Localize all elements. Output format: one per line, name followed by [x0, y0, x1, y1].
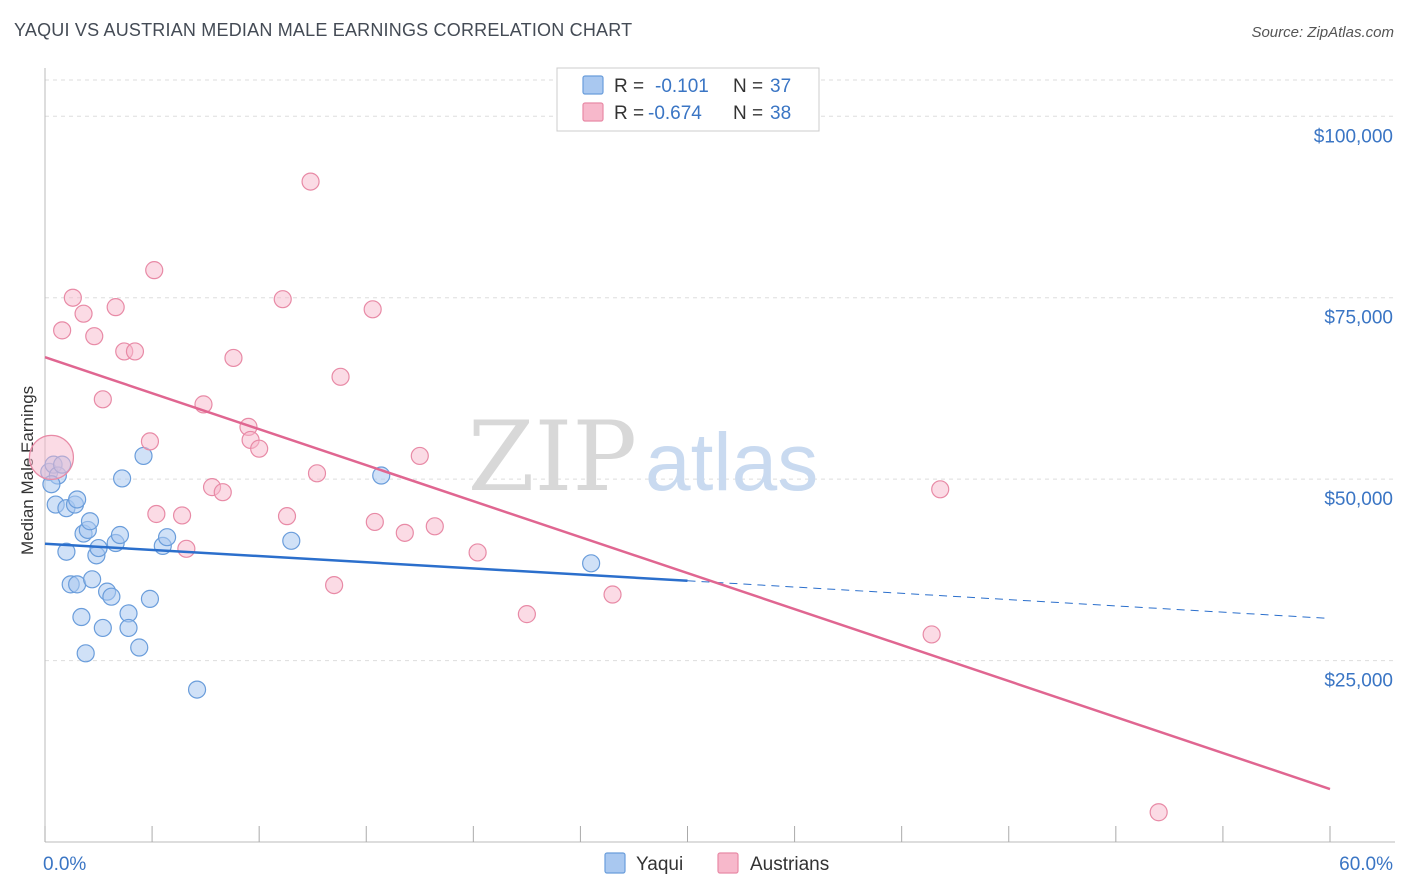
yaqui-point — [187, 680, 207, 699]
austrians-point — [273, 290, 292, 309]
austrians-point — [922, 625, 941, 644]
legend-swatch-austrians — [717, 852, 739, 874]
yaqui-point — [110, 525, 130, 545]
trend-lines — [44, 356, 1331, 791]
austrians-point — [106, 298, 125, 317]
austrians-point — [425, 517, 444, 536]
watermark-zip: ZIP — [468, 401, 637, 513]
austrians-point — [395, 523, 414, 542]
austrians-point — [363, 300, 382, 319]
legend-swatch-yaqui — [604, 852, 626, 874]
yaqui-point — [83, 570, 102, 589]
y-tick-label: $100,000 — [1314, 126, 1393, 147]
stats-r-label-yaqui: R = — [614, 76, 644, 97]
yaqui-point — [282, 531, 301, 550]
series-legend: Yaqui Austrians — [604, 852, 829, 875]
austrians-point — [93, 390, 112, 409]
stats-legend: R = -0.101 N = 37 R = -0.674 N = 38 — [556, 67, 820, 132]
austrians-point — [325, 575, 344, 595]
yaqui-point — [57, 542, 76, 561]
austrians-point — [1149, 803, 1168, 822]
austrians-point — [172, 506, 192, 525]
austrians-point — [177, 539, 196, 558]
stats-r-value-austrians: -0.674 — [648, 103, 702, 124]
yaqui-trend-extension — [687, 580, 1331, 619]
yaqui-point — [582, 554, 601, 573]
austrians-point — [125, 342, 145, 361]
yaqui-point — [102, 587, 121, 606]
yaqui-point — [112, 469, 132, 488]
austrians-point — [517, 605, 536, 624]
austrians-point — [63, 288, 82, 307]
stats-swatch-austrians — [582, 102, 604, 122]
legend-label-yaqui: Yaqui — [636, 854, 683, 875]
stats-n-value-austrians: 38 — [770, 103, 791, 124]
legend-label-austrians: Austrians — [750, 854, 829, 875]
austrians-point — [250, 439, 269, 458]
austrians-point — [365, 512, 384, 532]
y-tick-label: $75,000 — [1324, 308, 1393, 329]
austrians-point — [53, 321, 72, 340]
austrians-point — [468, 543, 487, 562]
austrians-point — [931, 480, 950, 499]
yaqui-point — [72, 607, 91, 627]
yaqui-point — [93, 618, 112, 638]
chart-title: YAQUI VS AUSTRIAN MEDIAN MALE EARNINGS C… — [14, 20, 633, 40]
austrians-point — [28, 434, 75, 480]
y-tick-label: $25,000 — [1324, 671, 1393, 692]
stats-r-value-yaqui: -0.101 — [655, 76, 709, 97]
austrians-trend-line — [44, 356, 1331, 791]
x-tick-label: 60.0% — [1339, 854, 1393, 875]
austrians-point — [307, 464, 327, 483]
austrians-point — [85, 327, 104, 346]
yaqui-point — [76, 644, 95, 663]
yaqui-point — [80, 512, 100, 531]
watermark: ZIP atlas — [468, 401, 818, 513]
yaqui-trend-line — [44, 542, 688, 582]
y-tick-labels: $25,000 $50,000 $75,000 $100,000 — [1314, 126, 1393, 691]
austrians-point — [301, 172, 320, 191]
stats-r-label-austrians: R = — [614, 103, 644, 124]
yaqui-point — [130, 638, 149, 657]
austrians-point — [224, 348, 243, 368]
stats-n-label-austrians: N = — [733, 103, 763, 124]
yaqui-point — [140, 589, 160, 608]
stats-n-label-yaqui: N = — [733, 76, 763, 97]
watermark-atlas: atlas — [645, 417, 818, 508]
austrians-point — [147, 504, 166, 524]
stats-n-value-yaqui: 37 — [770, 76, 791, 97]
austrians-point — [140, 432, 160, 451]
y-tick-label: $50,000 — [1324, 489, 1393, 510]
austrians-point — [410, 446, 429, 466]
yaqui-point — [157, 528, 177, 547]
austrians-point — [74, 304, 93, 323]
austrians-point — [145, 261, 164, 280]
austrians-point — [277, 507, 297, 526]
x-tick-labels: 0.0% 60.0% — [43, 854, 1393, 875]
austrians-point — [603, 585, 622, 604]
source-label: Source: ZipAtlas.com — [1251, 24, 1394, 41]
austrians-point — [213, 483, 232, 502]
stats-swatch-yaqui — [582, 75, 604, 95]
gridlines — [45, 79, 1395, 662]
x-tick-label: 0.0% — [43, 854, 86, 875]
yaqui-point — [68, 490, 87, 509]
austrians-point — [331, 367, 350, 386]
yaqui-point — [119, 618, 138, 638]
series-austrians — [28, 172, 1168, 822]
